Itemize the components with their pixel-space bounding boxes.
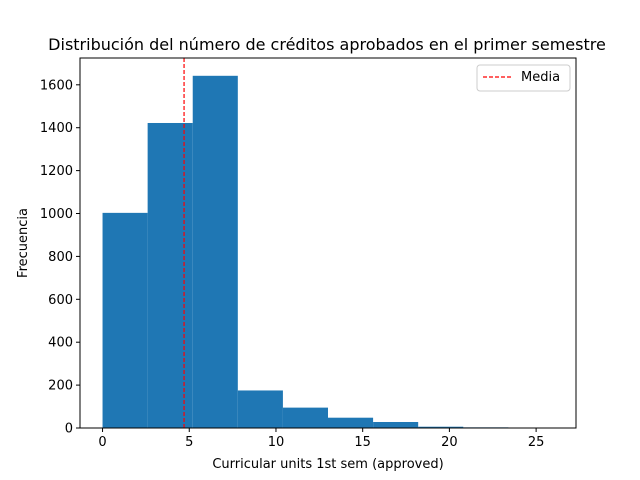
y-tick-label: 600 bbox=[48, 293, 73, 308]
plot-frame bbox=[79, 57, 577, 429]
histogram-bar bbox=[373, 421, 419, 428]
histogram-bar bbox=[328, 417, 374, 428]
y-axis-ticks: 0 200 400 600 800 1000 1200 1400 1600 bbox=[40, 78, 80, 437]
y-tick-label: 1000 bbox=[40, 207, 73, 222]
chart-title: Distribución del número de créditos apro… bbox=[48, 35, 606, 54]
histogram-bar bbox=[147, 122, 193, 428]
x-axis-ticks: 0 5 10 15 20 25 bbox=[98, 428, 544, 450]
x-axis-label: Curricular units 1st sem (approved) bbox=[212, 457, 443, 472]
x-tick-label: 25 bbox=[528, 435, 545, 450]
y-tick-label: 1600 bbox=[40, 78, 73, 93]
y-tick-label: 200 bbox=[48, 379, 73, 394]
x-tick-label: 0 bbox=[98, 435, 106, 450]
legend-box bbox=[476, 64, 571, 92]
histogram-bar bbox=[237, 390, 283, 428]
histogram-bar bbox=[282, 407, 328, 428]
y-tick-label: 1200 bbox=[40, 164, 73, 179]
y-tick-label: 400 bbox=[48, 336, 73, 351]
histogram-bar bbox=[192, 75, 238, 428]
histogram-bars bbox=[102, 75, 554, 428]
y-tick-label: 1400 bbox=[40, 121, 73, 136]
x-tick-label: 10 bbox=[268, 435, 285, 450]
y-axis-label: Frecuencia bbox=[16, 208, 31, 278]
legend-label-media: Media bbox=[521, 70, 560, 85]
y-tick-label: 800 bbox=[48, 250, 73, 265]
x-tick-label: 20 bbox=[441, 435, 458, 450]
y-tick-label: 0 bbox=[65, 422, 73, 437]
x-tick-label: 5 bbox=[185, 435, 193, 450]
histogram-bar bbox=[102, 212, 148, 428]
legend: Media bbox=[476, 64, 571, 92]
x-tick-label: 15 bbox=[354, 435, 371, 450]
histogram-bar bbox=[418, 426, 464, 428]
